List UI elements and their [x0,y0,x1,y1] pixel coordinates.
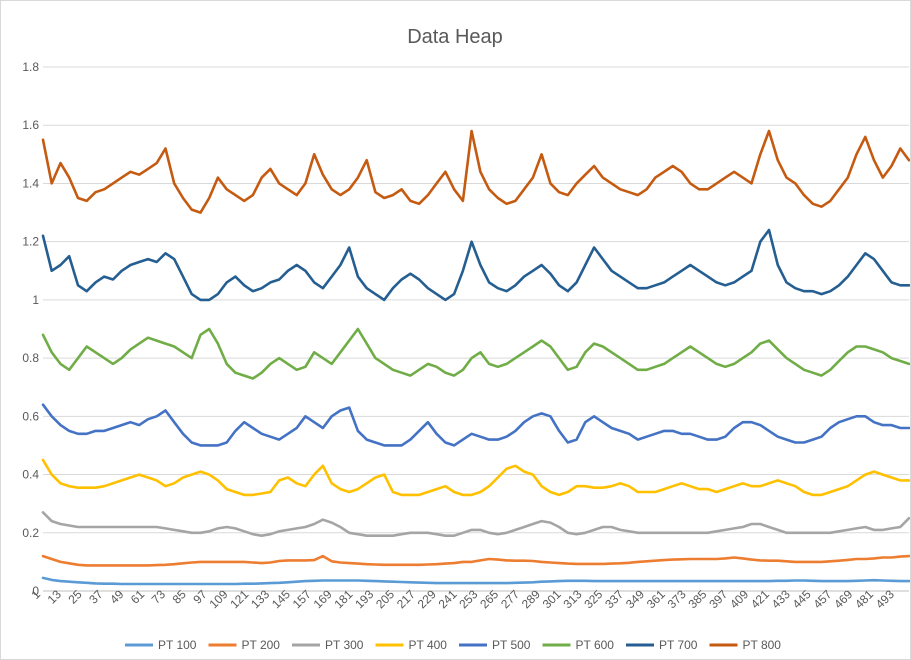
x-tick-label: 37 [86,587,106,607]
y-tick-label: 0 [32,584,39,598]
y-tick-label: 0.8 [22,351,39,365]
y-tick-label: 0.4 [22,468,39,482]
series-line-pt-800 [41,129,910,214]
series-line-pt-700 [41,228,910,302]
x-tick-label: 13 [45,587,65,607]
x-tick-label: 49 [107,587,127,607]
legend-label: PT 800 [743,638,782,652]
legend-entry: PT 300 [292,638,364,652]
series-lines [41,129,910,586]
y-tick-label: 1.8 [22,60,39,74]
series-line-pt-300 [41,511,910,538]
x-tick-label: 73 [149,587,169,607]
y-tick-label: 1 [32,293,39,307]
x-tick-label: 25 [65,587,85,607]
legend-label: PT 100 [158,638,197,652]
legend-label: PT 300 [325,638,364,652]
y-axis-tick-labels: 0 0.2 0.4 0.6 0.8 1 1.2 1.4 1.6 1.8 [22,60,39,598]
chart-title: Data Heap [407,26,503,48]
legend-label: PT 200 [242,638,281,652]
y-tick-label: 1.6 [22,118,39,132]
x-tick-label: 61 [128,587,148,607]
legend-entry: PT 700 [626,638,698,652]
series-line-pt-100 [41,576,910,586]
legend-label: PT 700 [659,638,698,652]
legend-entry: PT 400 [375,638,448,652]
y-tick-label: 0.6 [22,409,39,423]
y-tick-label: 0.2 [22,526,39,540]
legend-entry: PT 600 [542,638,615,652]
legend-entry: PT 500 [459,638,531,652]
legend: PT 100 PT 200 PT 300 PT 400 PT 500 PT 600 PT 7… [125,638,781,652]
legend-entry: PT 200 [208,638,281,652]
y-tick-label: 1.2 [22,235,39,249]
series-line-pt-400 [41,458,910,497]
legend-label: PT 400 [409,638,448,652]
legend-label: PT 500 [492,638,531,652]
legend-entry: PT 800 [709,638,782,652]
x-tick-label: 97 [190,587,210,607]
y-tick-label: 1.4 [22,176,39,190]
legend-entry: PT 100 [125,638,197,652]
series-line-pt-600 [41,327,910,380]
series-line-pt-500 [41,403,910,447]
x-tick-label: 85 [170,587,190,607]
series-line-pt-200 [41,554,910,567]
legend-label: PT 600 [576,638,615,652]
